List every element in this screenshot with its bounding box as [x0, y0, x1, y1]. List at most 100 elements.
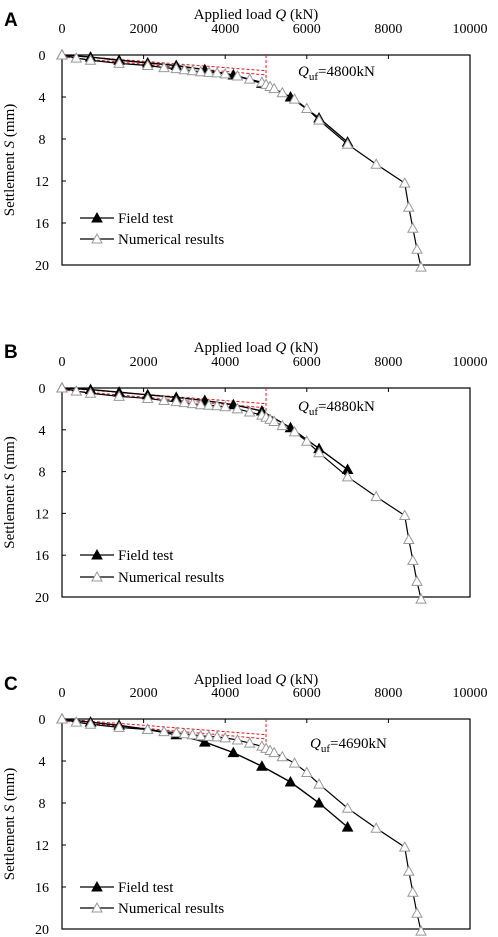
numerical-results-point — [194, 729, 207, 741]
numerical-results-point — [402, 533, 415, 545]
numerical-results-point — [407, 886, 419, 897]
numerical-results-point — [178, 63, 191, 75]
x-axis-symbol: Q — [275, 672, 286, 688]
field-test-point — [198, 736, 211, 747]
numerical-results-point — [398, 509, 411, 520]
numerical-results-point — [178, 396, 191, 408]
legend-label: Field test — [118, 211, 174, 227]
numerical-results-point — [231, 402, 244, 414]
numerical-results-point — [276, 86, 289, 98]
numerical-results-point — [113, 390, 125, 401]
y-axis-symbol: S — [2, 804, 18, 812]
numerical-results-point — [203, 730, 215, 741]
numerical-results-point — [141, 59, 154, 70]
x-tick-label: 6000 — [293, 22, 321, 37]
numerical-results-line — [61, 54, 422, 268]
field-test-point — [341, 821, 354, 832]
x-axis-title: Applied load Q (kN) — [194, 7, 319, 23]
chart-panel-a: A Applied load Q (kN) Settlement S (mm) 0 20… — [2, 7, 488, 274]
y-axis-title: Settlement S (mm) — [2, 768, 18, 880]
y-tick-label: 20 — [35, 591, 49, 606]
numerical-results-point — [370, 158, 383, 169]
numerical-results-point — [211, 66, 223, 78]
numerical-results-point — [243, 737, 256, 748]
x-tick-label: 0 — [59, 355, 66, 370]
y-axis-label: Settlement — [2, 151, 18, 216]
numerical-results-point — [300, 435, 313, 446]
legend-open-triangle-icon — [91, 901, 103, 913]
numerical-results-point — [158, 394, 170, 406]
legend-label: Numerical results — [118, 901, 224, 917]
annotation-subscript: uf — [321, 743, 331, 755]
numerical-results-point — [141, 723, 154, 734]
field-test-point — [313, 796, 325, 808]
field-test-point — [227, 746, 240, 758]
y-tick-label: 16 — [35, 549, 49, 564]
x-tick-label: 2000 — [130, 355, 158, 370]
numerical-results-point — [56, 48, 68, 60]
legend-label: Numerical results — [118, 570, 224, 586]
numerical-results-point — [402, 865, 415, 876]
x-tick-label: 2000 — [130, 22, 158, 37]
annotation-subscript: uf — [309, 71, 319, 83]
numerical-results-point — [113, 57, 125, 68]
legend-filled-triangle-icon — [91, 880, 103, 892]
numerical-results-point — [276, 419, 289, 431]
numerical-results-point — [203, 399, 215, 410]
y-axis-unit: (mm) — [2, 768, 18, 801]
numerical-results-point — [56, 712, 68, 724]
y-tick-label: 4 — [39, 91, 46, 106]
x-axis-unit: (kN) — [290, 340, 318, 356]
numerical-results-point — [313, 114, 325, 125]
numerical-results-point — [411, 243, 423, 254]
numerical-results-point — [370, 490, 383, 502]
legend-open-triangle-icon — [91, 232, 103, 244]
x-tick-label: 10000 — [453, 355, 488, 370]
numerical-results-point — [56, 381, 68, 393]
numerical-results-point — [186, 64, 199, 76]
x-tick-label: 8000 — [374, 355, 402, 370]
y-axis-unit: (mm) — [2, 436, 18, 469]
numerical-results-point — [398, 177, 411, 188]
numerical-results-point — [268, 82, 281, 94]
x-axis-title: Applied load Q (kN) — [194, 672, 319, 688]
x-axis-label: Applied load — [194, 7, 272, 23]
numerical-results-point — [415, 261, 427, 272]
y-tick-label: 0 — [39, 382, 46, 397]
x-tick-label: 6000 — [293, 686, 321, 701]
numerical-results-point — [219, 731, 232, 743]
numerical-results-point — [178, 727, 191, 739]
numerical-results-point — [341, 802, 354, 813]
y-tick-label: 20 — [35, 923, 49, 937]
numerical-results-point — [219, 67, 232, 79]
numerical-results-point — [268, 415, 281, 426]
x-axis-unit: (kN) — [290, 7, 318, 23]
y-tick-label: 16 — [35, 217, 49, 232]
numerical-results-point — [194, 65, 207, 77]
y-tick-label: 4 — [39, 424, 46, 439]
numerical-results-point — [276, 750, 289, 762]
x-tick-label: 10000 — [453, 686, 488, 701]
x-axis-label: Applied load — [194, 340, 272, 356]
numerical-results-point — [415, 593, 427, 604]
numerical-results-point — [219, 400, 232, 412]
x-tick-label: 0 — [59, 686, 66, 701]
y-tick-label: 0 — [39, 49, 46, 64]
ultimate-load-annotation: Quf=4690kN — [310, 736, 387, 755]
y-tick-label: 0 — [39, 713, 46, 728]
panel-letter: B — [4, 342, 18, 363]
numerical-results-point — [407, 222, 419, 233]
numerical-results-point — [313, 446, 325, 458]
field-test-point — [284, 775, 297, 787]
annotation-value: =4800kN — [318, 64, 375, 80]
numerical-results-point — [402, 201, 415, 212]
x-axis-unit: (kN) — [290, 672, 318, 688]
numerical-results-point — [194, 398, 207, 410]
y-tick-label: 8 — [39, 797, 46, 812]
x-tick-label: 2000 — [130, 686, 158, 701]
x-tick-label: 8000 — [374, 22, 402, 37]
x-tick-label: 4000 — [211, 355, 239, 370]
numerical-results-point — [158, 725, 170, 737]
y-axis-label: Settlement — [2, 484, 18, 549]
